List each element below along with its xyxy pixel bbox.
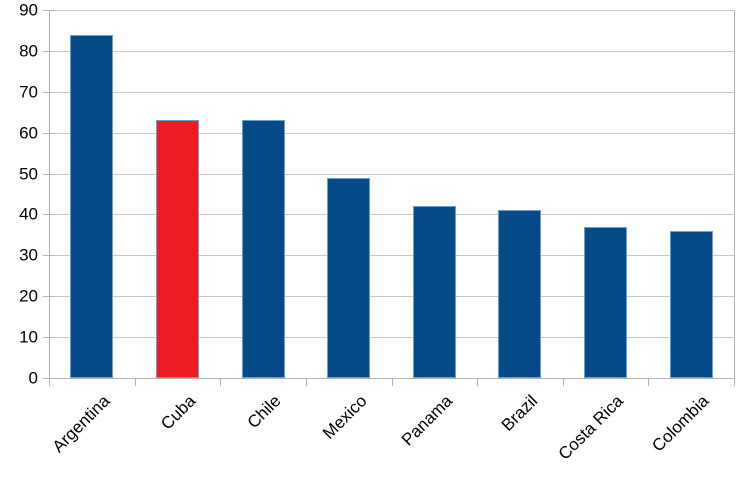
y-axis-tick-label: 60 — [19, 123, 38, 143]
y-axis-tick-label: 70 — [19, 82, 38, 102]
y-axis-tick-label: 30 — [19, 245, 38, 265]
bar-panama — [413, 206, 456, 378]
x-axis-tick — [477, 378, 478, 386]
bar-chile — [242, 120, 285, 378]
x-axis-label-mexico: Mexico — [318, 391, 371, 443]
x-axis-label-panama: Panama — [397, 391, 457, 450]
x-axis-label-argentina: Argentina — [48, 391, 114, 457]
y-axis-tick-label: 80 — [19, 41, 38, 61]
y-gridline — [49, 296, 735, 297]
y-axis-tick-label: 90 — [19, 0, 38, 20]
x-axis-tick — [392, 378, 393, 386]
y-axis-tick-label: 0 — [28, 368, 38, 388]
y-gridline — [49, 337, 735, 338]
y-gridline — [49, 174, 735, 175]
y-gridline — [49, 133, 735, 134]
y-axis-tick-label: 20 — [19, 286, 38, 306]
y-gridline — [49, 10, 735, 11]
x-axis-tick — [135, 378, 136, 386]
x-axis-tick — [220, 378, 221, 386]
bar-colombia — [670, 231, 713, 378]
x-axis-tick — [734, 378, 735, 386]
y-gridline — [49, 255, 735, 256]
bar-mexico — [327, 178, 370, 378]
bar-argentina — [70, 35, 113, 378]
x-axis-tick — [648, 378, 649, 386]
x-axis-label-costa-rica: Costa Rica — [555, 391, 628, 464]
y-gridline — [49, 51, 735, 52]
x-axis-label-colombia: Colombia — [648, 391, 713, 456]
bar-cuba — [156, 120, 199, 378]
y-gridline — [49, 214, 735, 215]
x-axis-tick — [49, 378, 50, 386]
x-axis-label-chile: Chile — [243, 391, 285, 433]
y-axis-tick-label: 50 — [19, 164, 38, 184]
bar-brazil — [498, 210, 541, 378]
y-axis-line — [49, 10, 50, 378]
x-axis-label-brazil: Brazil — [498, 391, 542, 435]
bar-costa-rica — [584, 227, 627, 378]
x-axis-label-cuba: Cuba — [156, 391, 200, 434]
x-axis-tick — [563, 378, 564, 386]
y-axis-tick-label: 40 — [19, 204, 38, 224]
y-gridline — [49, 92, 735, 93]
plot-right-border — [734, 10, 735, 378]
y-axis-tick-label: 10 — [19, 327, 38, 347]
x-axis-tick — [306, 378, 307, 386]
